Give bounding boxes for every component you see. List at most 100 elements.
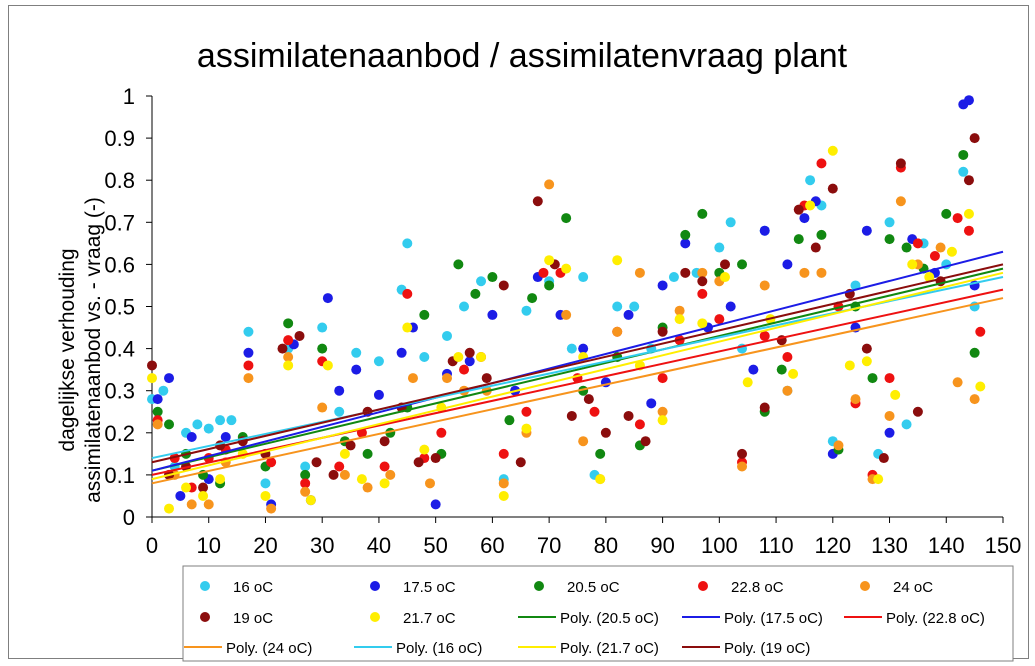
y-tick-label: 0 xyxy=(123,505,135,530)
data-point xyxy=(963,208,974,219)
data-point xyxy=(759,280,770,291)
legend-label: Poly. (20.5 oC) xyxy=(560,610,659,627)
data-point xyxy=(544,255,555,266)
legend-item: 24 oC xyxy=(860,579,933,596)
data-point xyxy=(884,373,895,384)
x-tick-label: 100 xyxy=(701,533,738,558)
y-tick-label: 0.9 xyxy=(104,126,135,151)
data-point xyxy=(322,360,333,371)
x-tick-label: 40 xyxy=(367,533,391,558)
data-point xyxy=(283,335,294,346)
x-tick-label: 150 xyxy=(985,533,1022,558)
data-point xyxy=(203,499,214,510)
legend-marker xyxy=(534,581,544,591)
legend-marker xyxy=(200,581,210,591)
data-point xyxy=(725,217,736,228)
data-point xyxy=(861,225,872,236)
x-tick-label: 20 xyxy=(253,533,277,558)
data-point xyxy=(243,373,254,384)
data-point xyxy=(895,196,906,207)
y-tick-label: 0.2 xyxy=(104,421,135,446)
data-point xyxy=(481,373,492,384)
data-point xyxy=(952,213,963,224)
data-point xyxy=(379,461,390,472)
data-point xyxy=(680,267,691,278)
data-point xyxy=(260,478,271,489)
data-point xyxy=(737,461,748,472)
data-point xyxy=(226,415,237,426)
y-tick-label: 0.4 xyxy=(104,337,135,362)
data-point xyxy=(912,238,923,249)
data-point xyxy=(158,385,169,396)
data-point xyxy=(532,196,543,207)
x-tick-label: 110 xyxy=(759,533,794,558)
data-point xyxy=(356,474,367,485)
data-point xyxy=(816,267,827,278)
data-point xyxy=(827,145,838,156)
data-point xyxy=(788,368,799,379)
legend-item: Poly. (20.5 oC) xyxy=(518,610,659,627)
legend-item: 17.5 oC xyxy=(370,579,456,596)
data-point xyxy=(884,234,895,245)
legend-item: 19 oC xyxy=(200,610,273,627)
data-point xyxy=(901,242,912,253)
legend-item: Poly. (17.5 oC) xyxy=(682,610,823,627)
data-point xyxy=(334,461,345,472)
chart-frame xyxy=(8,5,1029,659)
data-point xyxy=(459,301,470,312)
data-point xyxy=(629,301,640,312)
data-point xyxy=(884,410,895,421)
legend-item: 20.5 oC xyxy=(534,579,620,596)
data-point xyxy=(396,347,407,358)
data-point xyxy=(243,360,254,371)
data-point xyxy=(799,267,810,278)
data-point xyxy=(515,457,526,468)
data-point xyxy=(833,440,844,451)
data-point xyxy=(816,229,827,240)
fit-line-6 xyxy=(151,263,1004,464)
data-point xyxy=(521,406,532,417)
data-point xyxy=(561,263,572,274)
data-point xyxy=(277,343,288,354)
data-point xyxy=(186,432,197,443)
data-point xyxy=(544,179,555,190)
data-point xyxy=(623,309,634,320)
data-point xyxy=(311,457,322,468)
data-point xyxy=(504,415,515,426)
data-point xyxy=(164,373,175,384)
data-point xyxy=(544,280,555,291)
legend-item: Poly. (21.7 oC) xyxy=(518,640,659,657)
data-point xyxy=(720,272,731,283)
data-point xyxy=(266,503,277,514)
data-point xyxy=(844,360,855,371)
data-point xyxy=(850,280,861,291)
data-point xyxy=(294,330,305,341)
data-point xyxy=(668,272,679,283)
legend-label: Poly. (19 oC) xyxy=(724,640,810,657)
legend-box xyxy=(182,565,1014,662)
y-tick-label: 0.3 xyxy=(104,379,135,404)
data-point xyxy=(623,410,634,421)
data-point xyxy=(442,330,453,341)
data-point xyxy=(459,364,470,375)
legend-label: 19 oC xyxy=(233,610,273,627)
data-point xyxy=(969,394,980,405)
data-point xyxy=(521,423,532,434)
data-point xyxy=(203,423,214,434)
x-tick-label: 140 xyxy=(928,533,965,558)
data-point xyxy=(600,427,611,438)
fit-line-1 xyxy=(151,250,1004,472)
data-point xyxy=(680,229,691,240)
data-point xyxy=(192,419,203,430)
data-point xyxy=(657,280,668,291)
data-point xyxy=(782,352,793,363)
data-point xyxy=(969,347,980,358)
chart-title: assimilatenaanbod / assimilatenvraag pla… xyxy=(197,37,848,75)
data-point xyxy=(476,352,487,363)
data-point xyxy=(737,259,748,270)
data-point xyxy=(748,364,759,375)
data-point xyxy=(198,490,209,501)
x-tick-label: 120 xyxy=(814,533,851,558)
data-point xyxy=(912,406,923,417)
data-point xyxy=(958,149,969,160)
